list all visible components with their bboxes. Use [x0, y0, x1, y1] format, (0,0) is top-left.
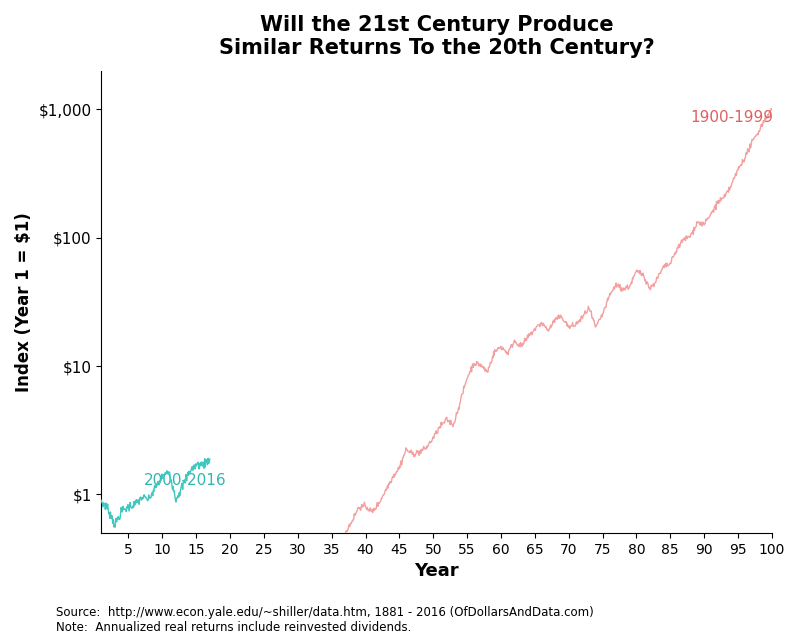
Y-axis label: Index (Year 1 = $1): Index (Year 1 = $1) — [15, 212, 33, 392]
Text: 2000-2016: 2000-2016 — [143, 473, 226, 488]
Text: Source:  http://www.econ.yale.edu/~shiller/data.htm, 1881 - 2016 (OfDollarsAndDa: Source: http://www.econ.yale.edu/~shille… — [56, 605, 594, 634]
Text: 1900-1999: 1900-1999 — [690, 110, 774, 125]
Title: Will the 21st Century Produce
Similar Returns To the 20th Century?: Will the 21st Century Produce Similar Re… — [218, 15, 654, 58]
X-axis label: Year: Year — [414, 562, 459, 580]
